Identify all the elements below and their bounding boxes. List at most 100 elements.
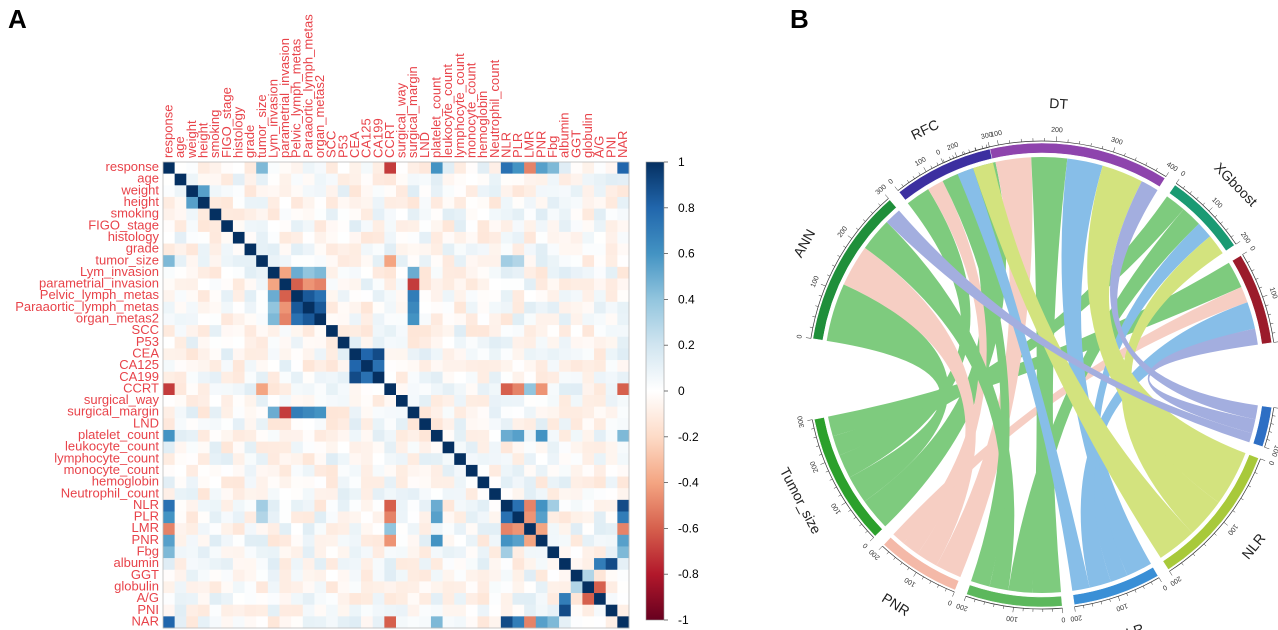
heatmap-cell: [372, 488, 385, 501]
heatmap-cell: [524, 593, 537, 605]
sector-tick: [1272, 332, 1276, 334]
heatmap-cell: [617, 523, 630, 536]
row-label: Lym_invasion: [80, 264, 159, 279]
sector-tick: [848, 509, 851, 512]
heatmap-cell: [419, 616, 432, 629]
heatmap-cell: [535, 162, 548, 174]
chord-link: [936, 157, 1033, 578]
heatmap-cell: [349, 208, 362, 221]
heatmap-cell: [337, 569, 350, 582]
heatmap-cell: [477, 581, 490, 594]
heatmap-cell: [256, 313, 269, 326]
sector-tick: [1272, 415, 1276, 417]
heatmap-cell: [407, 325, 420, 338]
heatmap-cell: [594, 348, 606, 361]
heatmap-cell: [244, 464, 257, 477]
heatmap-cell: [337, 476, 350, 489]
row-label: leukocyte_count: [65, 439, 159, 454]
heatmap-cell: [605, 453, 618, 466]
heatmap-cell: [221, 348, 234, 361]
sector-tick: [1169, 571, 1173, 576]
heatmap-cell: [326, 255, 339, 268]
heatmap-cell: [454, 453, 467, 466]
heatmap-cell: [535, 220, 548, 233]
heatmap-cell: [163, 185, 175, 198]
column-label: platelet_count: [429, 77, 444, 158]
chord-link: [1110, 181, 1258, 420]
panel-label-a: A: [8, 4, 27, 34]
heatmap-cell: [396, 301, 408, 314]
heatmap-cell: [337, 313, 350, 326]
heatmap-cell: [221, 255, 234, 268]
chord-link: [843, 247, 976, 566]
heatmap-cell: [302, 476, 315, 489]
heatmap-cell: [244, 511, 257, 524]
heatmap-cell: [361, 325, 373, 338]
heatmap-cell: [361, 336, 373, 349]
heatmap-cell: [547, 546, 560, 559]
heatmap-cell: [221, 429, 234, 442]
heatmap-cell: [524, 383, 537, 396]
heatmap-cell: [407, 558, 420, 571]
heatmap-cell: [465, 569, 478, 582]
sector-tick: [1247, 260, 1251, 263]
heatmap-cell: [349, 255, 362, 268]
heatmap-cell: [570, 360, 583, 372]
heatmap-cell: [384, 546, 397, 559]
heatmap-cell: [396, 429, 408, 442]
column-label: albumin: [557, 112, 572, 158]
heatmap-cell: [291, 395, 304, 407]
heatmap-cell: [337, 523, 350, 536]
heatmap-cell: [500, 301, 513, 314]
heatmap-cell: [186, 581, 199, 594]
heatmap-cell: [477, 406, 490, 419]
sector-axis: [965, 595, 1063, 610]
heatmap-cell: [570, 534, 583, 547]
heatmap-cell: [267, 278, 280, 291]
heatmap-cell: [221, 418, 234, 431]
heatmap-cell: [465, 266, 478, 279]
heatmap-cell: [489, 255, 502, 268]
heatmap-cell: [489, 476, 502, 489]
heatmap-cell: [361, 441, 373, 454]
heatmap-cell: [512, 616, 525, 629]
heatmap-cell: [163, 371, 175, 384]
heatmap-cell: [512, 383, 525, 396]
heatmap-cell: [512, 406, 525, 419]
heatmap-cell: [617, 511, 630, 524]
heatmap-cell: [326, 616, 339, 629]
heatmap-cell: [617, 418, 630, 431]
row-label: albumin: [113, 555, 159, 570]
row-label: weight: [120, 182, 159, 197]
heatmap-cell: [396, 453, 408, 466]
heatmap-cell: [512, 173, 525, 186]
heatmap-cell: [489, 511, 502, 524]
heatmap-cell: [465, 173, 478, 186]
row-label: histology: [108, 229, 160, 244]
heatmap-cell: [605, 429, 618, 442]
heatmap-cell: [465, 418, 478, 431]
heatmap-cell: [361, 162, 373, 174]
heatmap-cell: [163, 231, 175, 244]
heatmap-cell: [244, 453, 257, 466]
heatmap-cell: [232, 429, 245, 442]
heatmap-cell: [174, 383, 187, 396]
heatmap-cell: [500, 406, 513, 419]
heatmap-cell: [582, 395, 595, 407]
heatmap-cell: [256, 173, 269, 186]
sector-tick: [1255, 277, 1259, 280]
heatmap-cell: [163, 569, 175, 582]
heatmap-cell: [326, 511, 339, 524]
heatmap-cell: [279, 173, 292, 186]
heatmap-cell: [559, 278, 572, 291]
heatmap-cell: [163, 534, 175, 547]
heatmap-cell: [547, 278, 560, 291]
heatmap-cell: [337, 546, 350, 559]
heatmap-cell: [197, 476, 210, 489]
heatmap-cell: [221, 476, 234, 489]
heatmap-cell: [535, 429, 548, 442]
heatmap-cell: [430, 290, 443, 303]
heatmap-cell: [477, 534, 490, 547]
heatmap-cell: [419, 185, 432, 198]
heatmap-cell: [244, 569, 257, 582]
